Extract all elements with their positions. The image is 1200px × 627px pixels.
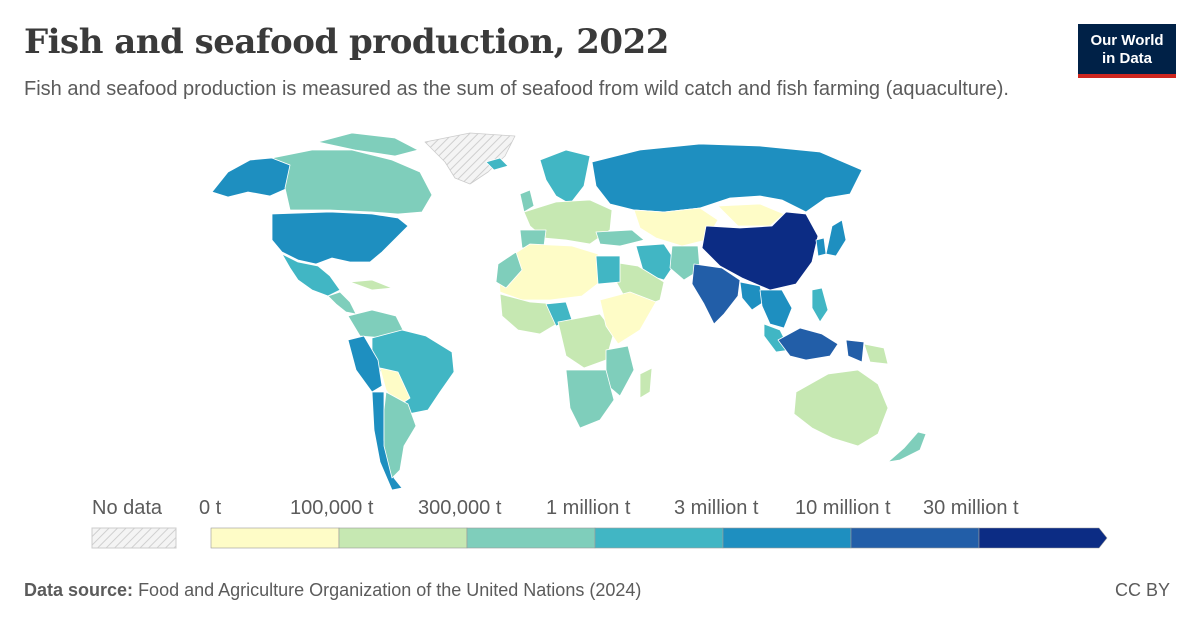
legend-bin-4 (722, 527, 852, 549)
region-turkey[interactable] (595, 229, 645, 247)
region-central-america[interactable] (327, 291, 357, 315)
legend-bins (210, 527, 1108, 549)
region-alaska[interactable] (211, 157, 291, 198)
legend-tick-2: 300,000 t (418, 497, 502, 519)
region-australia[interactable] (793, 369, 889, 447)
license-link[interactable]: CC BY (1114, 580, 1170, 600)
region-myanmar[interactable] (739, 281, 765, 311)
region-indonesia-papua[interactable] (845, 339, 865, 363)
legend-no-data-swatch (91, 527, 177, 549)
region-india[interactable] (691, 263, 741, 325)
owid-logo[interactable]: Our World in Data (1078, 24, 1176, 78)
region-korea[interactable] (815, 237, 827, 257)
region-southern-africa[interactable] (565, 369, 615, 429)
region-morocco[interactable] (495, 251, 523, 289)
region-madagascar[interactable] (639, 367, 653, 399)
region-china[interactable] (701, 211, 819, 291)
region-philippines[interactable] (811, 287, 829, 323)
legend-bin-0 (210, 527, 340, 549)
region-argentina[interactable] (383, 391, 417, 479)
legend-tick-3: 1 million t (546, 497, 631, 519)
region-egypt[interactable] (595, 255, 621, 285)
region-pakistan[interactable] (669, 245, 701, 281)
region-peru[interactable] (347, 335, 383, 393)
region-usa[interactable] (271, 211, 409, 265)
legend-bin-6 (978, 527, 1108, 549)
data-source-text[interactable]: Food and Agriculture Organization of the… (138, 580, 642, 600)
region-mexico[interactable] (281, 253, 341, 297)
logo-line-1: Our World (1090, 32, 1164, 49)
region-greenland[interactable] (424, 132, 516, 185)
legend-bin-1 (338, 527, 468, 549)
legend-tick-4: 3 million t (674, 497, 759, 519)
data-source-label: Data source: (24, 580, 134, 600)
region-scandinavia[interactable] (539, 149, 591, 205)
region-west-africa[interactable] (499, 293, 561, 335)
region-iceland[interactable] (485, 157, 509, 171)
region-uk[interactable] (519, 189, 535, 213)
region-mongolia[interactable] (717, 203, 785, 227)
region-north-africa[interactable] (497, 243, 601, 301)
region-png[interactable] (863, 343, 889, 365)
logo-line-2: in Data (1101, 50, 1152, 67)
legend-tick-6: 30 million t (923, 497, 1019, 519)
region-east-africa[interactable] (599, 291, 657, 345)
chart-title: Fish and seafood production, 2022 (24, 22, 669, 62)
region-caribbean[interactable] (349, 279, 393, 291)
region-canada[interactable] (271, 149, 433, 215)
legend-tick-0: 0 t (199, 497, 222, 519)
legend-bin-5 (850, 527, 980, 549)
region-indochina[interactable] (759, 289, 793, 329)
chart-subtitle: Fish and seafood production is measured … (24, 78, 1009, 100)
legend-tick-5: 10 million t (795, 497, 891, 519)
legend-tick-1: 100,000 t (290, 497, 374, 519)
region-japan[interactable] (825, 219, 847, 257)
region-arctic-islands[interactable] (317, 132, 419, 157)
legend-bin-2 (466, 527, 596, 549)
data-source: Data source: Food and Agriculture Organi… (24, 580, 641, 601)
region-new-zealand[interactable] (887, 431, 927, 463)
region-indonesia[interactable] (777, 327, 839, 361)
legend-no-data-label: No data (92, 497, 163, 519)
legend-bin-3 (594, 527, 724, 549)
region-russia[interactable] (591, 143, 863, 213)
